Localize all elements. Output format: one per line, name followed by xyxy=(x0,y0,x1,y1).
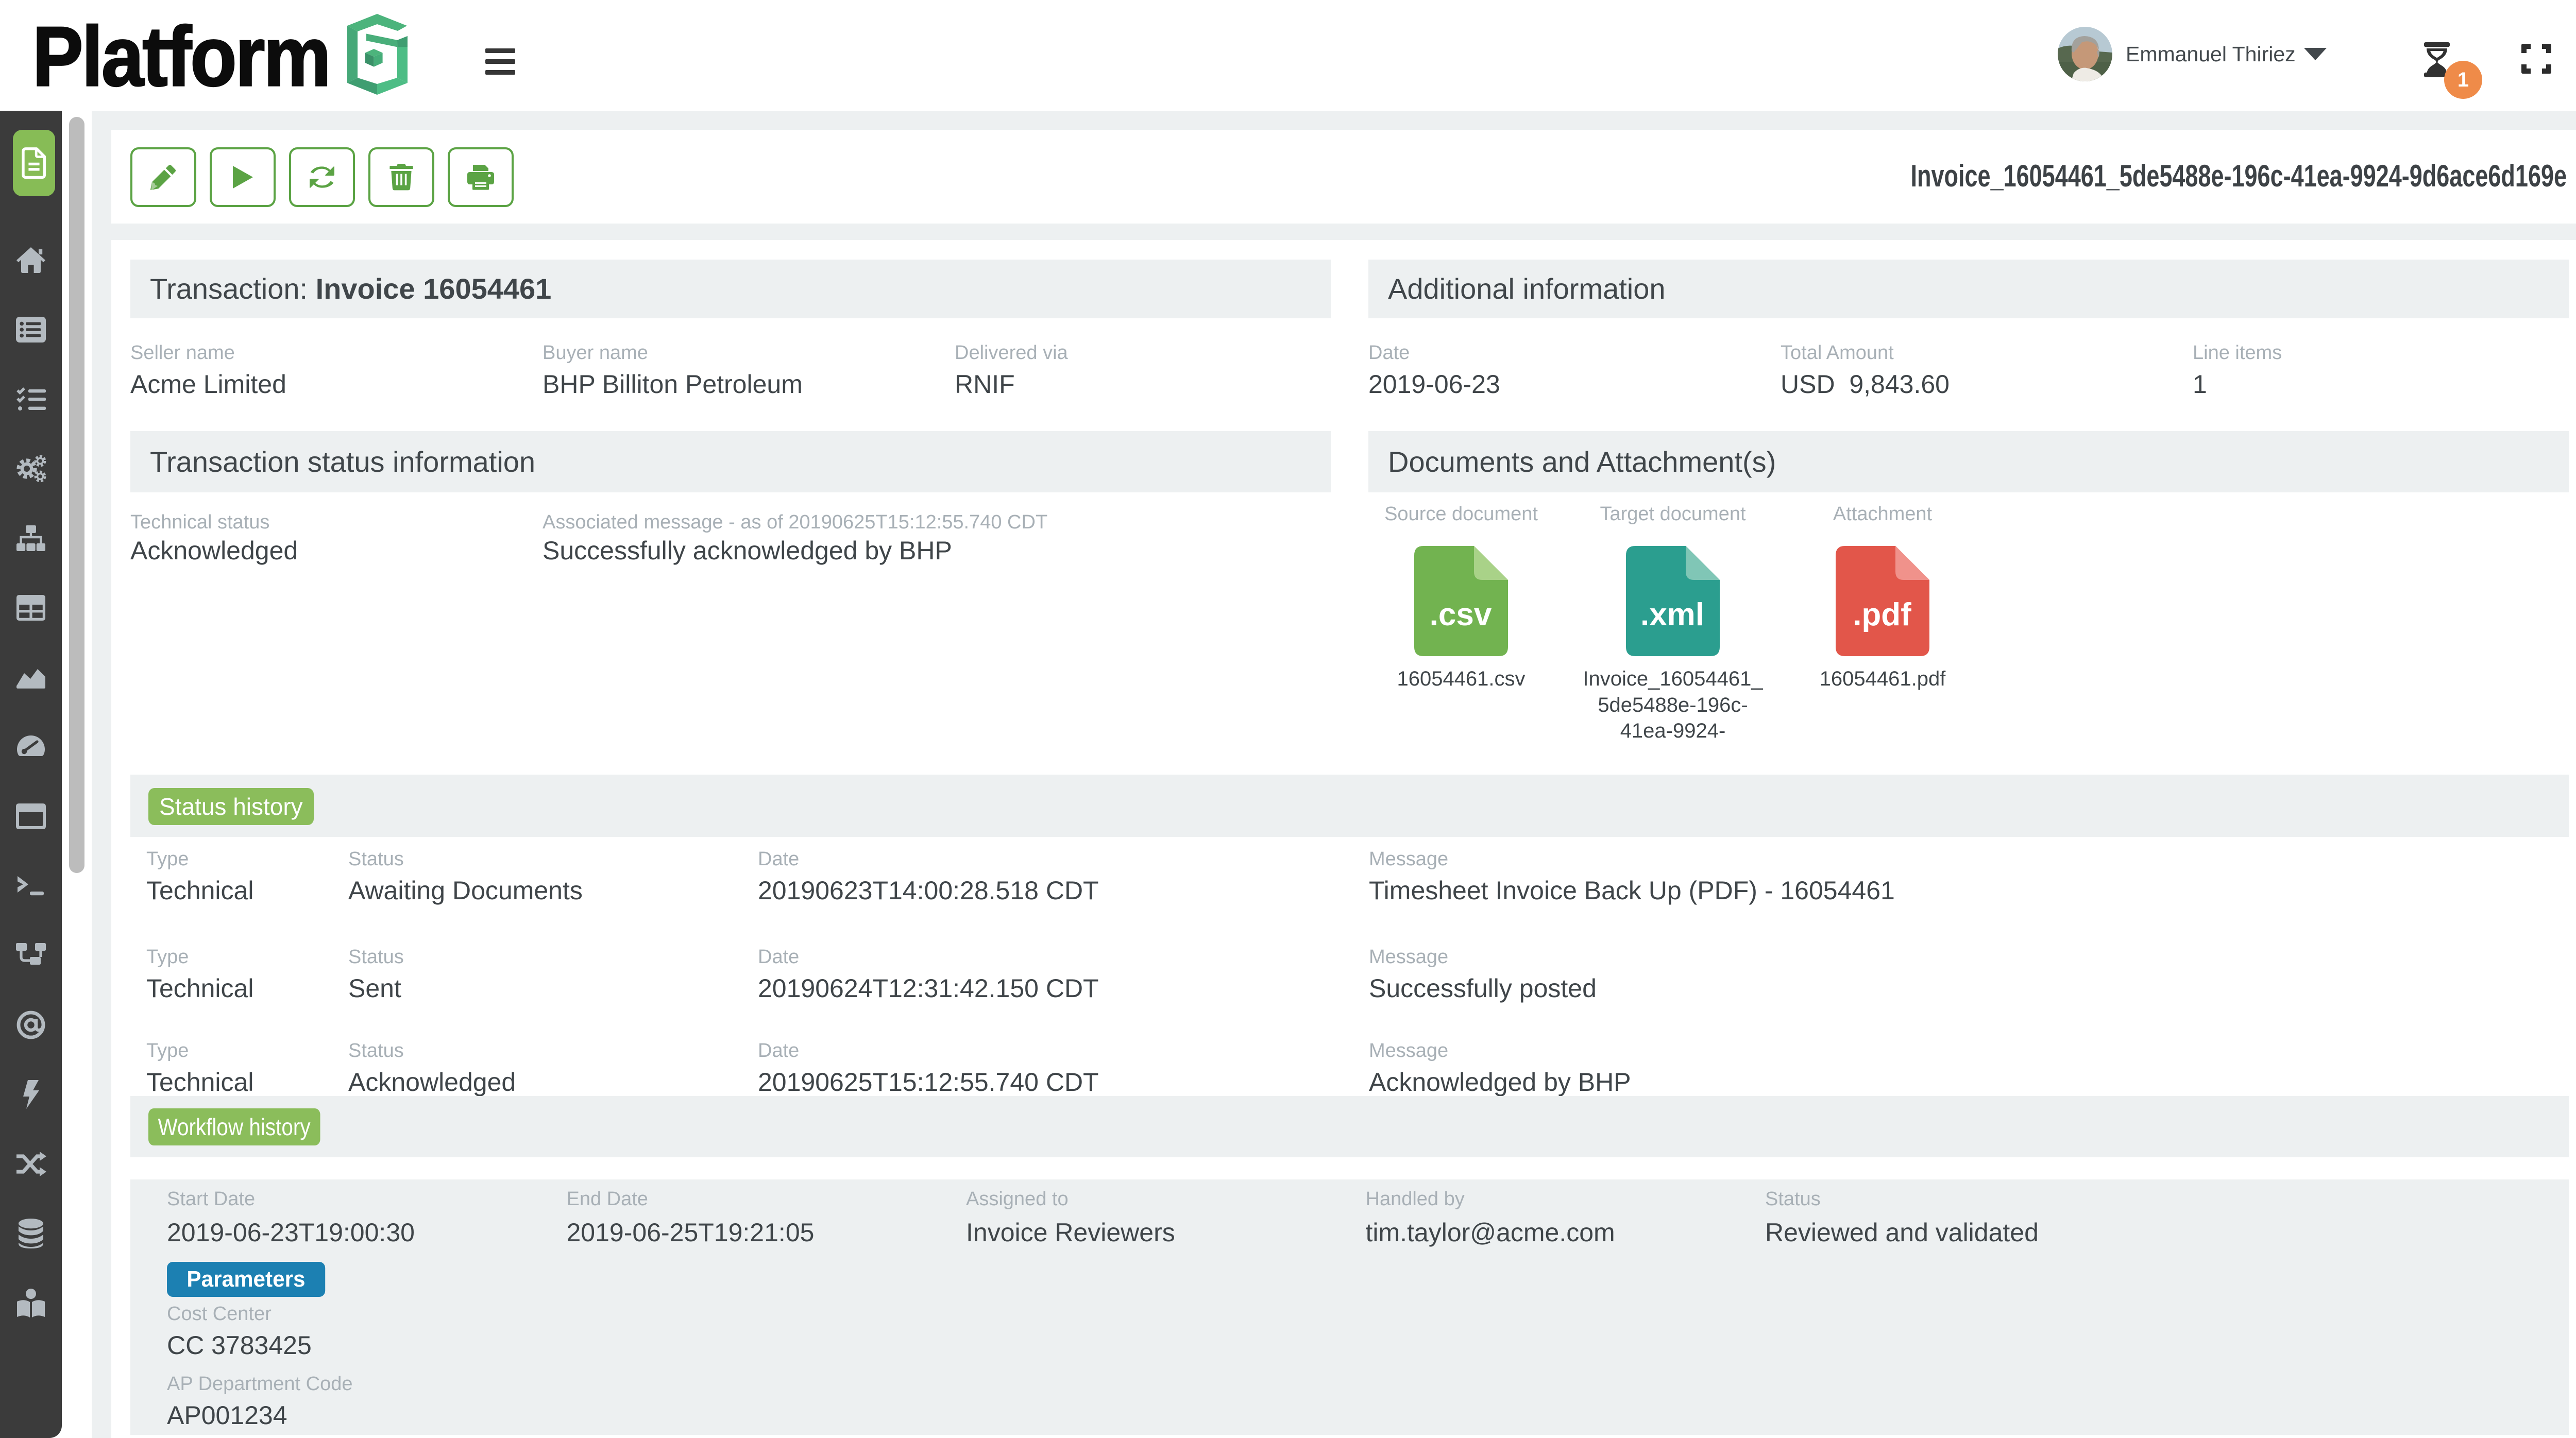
svg-text:.csv: .csv xyxy=(1430,597,1492,632)
svg-text:.pdf: .pdf xyxy=(1853,597,1911,632)
svg-text:.xml: .xml xyxy=(1640,597,1704,632)
